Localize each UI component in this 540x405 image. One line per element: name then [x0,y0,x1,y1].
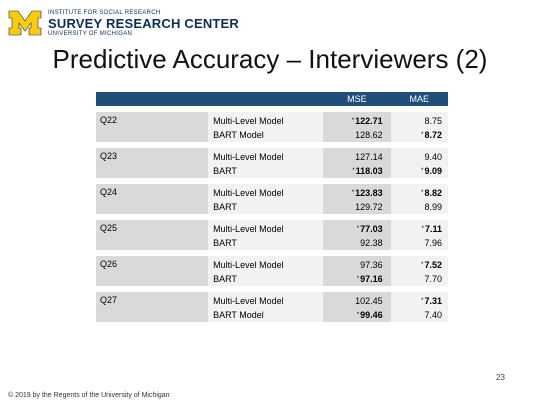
question-label: Q26 [96,256,209,286]
table-row: Q26 Multi-Level Model BART 97.36 *97.16 *7.52… [96,256,448,286]
model-names-value: Multi-Level Model [213,152,284,162]
mae-cell-value: 7.96 [424,238,442,248]
mae-cell-value: 7.52 [424,260,442,270]
table-header-row: MSE MAE [96,92,448,106]
mse-cell-value: 92.38 [360,238,383,248]
mae-cell-value: 7.40 [424,310,442,320]
organization-name: INSTITUTE FOR SOCIAL RESEARCH SURVEY RES… [48,10,239,37]
mae-cell-value: 8.82 [424,188,442,198]
model-names: Multi-Level Model BART [208,256,324,286]
mse-cell: *77.03 92.38 [323,220,391,250]
mae-cell-value: 9.09 [424,166,442,176]
row-spacer [96,106,448,112]
model-names-value: BART Model [213,130,264,140]
model-names: Multi-Level Model BART [208,148,324,178]
model-names-value: Multi-Level Model [213,116,284,126]
institute-label: INSTITUTE FOR SOCIAL RESEARCH [48,9,161,16]
model-names-value: Multi-Level Model [213,224,284,234]
table-row: Q25 Multi-Level Model BART *77.03 92.38 *7.11… [96,220,448,250]
model-names-value: BART Model [213,310,264,320]
significance-star: * [421,226,424,232]
significance-star: * [356,312,360,318]
significance-star: * [421,298,424,304]
question-label: Q23 [96,148,209,178]
model-names: Multi-Level Model BART [208,220,324,250]
mae-cell-value: 8.99 [424,202,442,212]
page-title: Predictive Accuracy – Interviewers (2) [52,44,488,74]
question-label: Q22 [96,112,209,142]
mse-cell-value: 97.36 [360,260,383,270]
model-names: Multi-Level Model BART Model [208,112,324,142]
mae-cell: *7.52 7.70 [390,256,448,286]
header-blank-q [96,92,209,106]
model-names-value: Multi-Level Model [213,296,284,306]
mae-cell-value: 8.75 [424,116,442,126]
model-names: Multi-Level Model BART Model [208,292,324,322]
significance-star: * [356,226,360,232]
significance-star: * [421,190,424,196]
model-names-value: Multi-Level Model [213,188,284,198]
mse-cell-value: 118.03 [355,166,383,176]
significance-star: * [351,118,355,124]
university-label: UNIVERSITY OF MICHIGAN [48,30,133,37]
mse-cell: 97.36 *97.16 [323,256,391,286]
university-logo [8,9,42,37]
row-spacer [96,178,448,184]
header: INSTITUTE FOR SOCIAL RESEARCH SURVEY RES… [8,6,239,40]
center-label: SURVEY RESEARCH CENTER [48,15,240,31]
row-spacer [96,214,448,220]
mse-cell-value: 102.45 [355,296,383,306]
question-label: Q27 [96,292,209,322]
mse-cell-value: 97.16 [360,274,383,284]
row-spacer [96,250,448,256]
header-blank-model [208,92,324,106]
question-label: Q25 [96,220,209,250]
copyright-notice: © 2019 by the Regents of the University … [8,392,170,399]
mae-cell-value: 8.72 [424,130,442,140]
page-number: 23 [496,373,505,382]
mae-cell: 8.75 *8.72 [390,112,448,142]
significance-star: * [421,132,424,138]
significance-star: * [351,190,355,196]
significance-star: * [421,262,424,268]
mae-cell: *7.11 7.96 [390,220,448,250]
mae-cell: 9.40 *9.09 [390,148,448,178]
mae-cell-value: 7.31 [424,296,442,306]
mse-cell: *123.83 129.72 [323,184,391,214]
row-spacer [96,142,448,148]
model-names: Multi-Level Model BART [208,184,324,214]
significance-star: * [356,276,360,282]
mse-cell: 102.45 *99.46 [323,292,391,322]
table-row: Q27 Multi-Level Model BART Model 102.45 *99.… [96,292,448,322]
accuracy-table: MSE MAE Q22 Multi-Level Model BART Model *1… [96,92,448,322]
table-row: Q22 Multi-Level Model BART Model *122.71 128… [96,112,448,142]
significance-star: * [352,168,355,174]
row-spacer [96,286,448,292]
mse-cell-value: 128.62 [355,130,383,140]
model-names-value: BART [213,166,237,176]
mse-cell-value: 122.71 [355,116,383,126]
mse-cell: 127.14 *118.03 [323,148,391,178]
header-mse: MSE [323,92,391,106]
mae-cell-value: 7.70 [424,274,442,284]
mse-cell-value: 99.46 [360,310,383,320]
mse-cell-value: 77.03 [360,224,383,234]
mae-cell: *7.31 7.40 [390,292,448,322]
mae-cell: *8.82 8.99 [390,184,448,214]
mse-cell-value: 123.83 [355,188,383,198]
model-names-value: BART [213,274,237,284]
mse-cell-value: 127.14 [355,152,383,162]
mse-cell: *122.71 128.62 [323,112,391,142]
mae-cell-value: 9.40 [424,152,442,162]
model-names-value: BART [213,202,237,212]
table-row: Q24 Multi-Level Model BART *123.83 129.72 *8.… [96,184,448,214]
mae-cell-value: 7.11 [424,224,442,234]
header-mae: MAE [390,92,448,106]
table-row: Q23 Multi-Level Model BART 127.14 *118.03 9.4… [96,148,448,178]
mse-cell-value: 129.72 [355,202,383,212]
significance-star: * [421,168,424,174]
model-names-value: BART [213,238,237,248]
question-label: Q24 [96,184,209,214]
model-names-value: Multi-Level Model [213,260,284,270]
